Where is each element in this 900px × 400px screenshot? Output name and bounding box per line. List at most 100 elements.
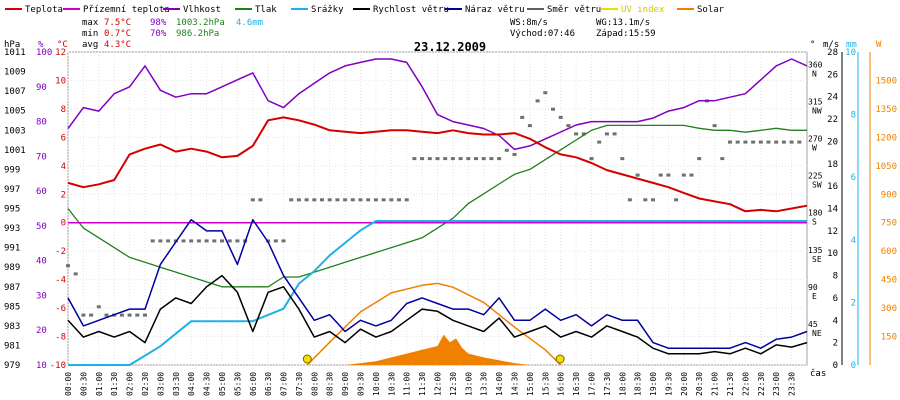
dir-tick-label: 315 — [808, 98, 823, 107]
time-tick-label: 08:00 — [310, 372, 319, 396]
time-tick-label: 03:00 — [156, 372, 165, 396]
wind-direction-point — [566, 124, 571, 128]
dir-tick-label: 180 — [808, 209, 823, 218]
solar-tick-label: 900 — [881, 190, 897, 200]
wind-direction-point — [743, 140, 748, 144]
wind-direction-point — [296, 198, 301, 202]
temp-tick-label: 10 — [55, 76, 66, 86]
wind-direction-point — [697, 157, 702, 161]
solar-tick-label: 1500 — [875, 76, 897, 86]
wind-tick-label: 6 — [833, 294, 838, 304]
hum-tick-label: 50 — [36, 222, 47, 232]
wind-direction-point — [150, 239, 155, 243]
temp-tick-label: 2 — [61, 190, 66, 200]
stats-avg-label: avg — [82, 40, 98, 50]
time-tick-label: 21:00 — [711, 372, 720, 396]
wind-direction-point — [774, 140, 779, 144]
wind-direction-point — [589, 157, 594, 161]
wind-direction-point — [435, 157, 440, 161]
legend-label-wd: Směr větru — [547, 5, 601, 15]
time-tick-label: 16:00 — [557, 372, 566, 396]
press-tick-label: 1011 — [4, 48, 26, 58]
dir-tick-label: 225 — [808, 172, 823, 181]
solar-tick-label: 600 — [881, 247, 897, 257]
hum-tick-label: 100 — [36, 48, 52, 58]
time-tick-label: 15:30 — [541, 372, 550, 396]
wind-tick-label: 12 — [827, 227, 838, 237]
wind-direction-point — [527, 124, 532, 128]
time-tick-label: 02:30 — [141, 372, 150, 396]
rain-tick-label: 2 — [851, 298, 856, 308]
wind-direction-point — [119, 313, 124, 317]
temp-tick-label: 0 — [61, 219, 66, 229]
dir-tick-name: E — [812, 292, 817, 301]
dir-tick-name: S — [812, 218, 817, 227]
wind-direction-point — [350, 198, 355, 202]
time-tick-label: 19:00 — [649, 372, 658, 396]
time-tick-label: 07:30 — [295, 372, 304, 396]
time-tick-label: 06:00 — [249, 372, 258, 396]
time-tick-label: 22:30 — [757, 372, 766, 396]
wind-direction-point — [104, 313, 109, 317]
solar-fill-area — [345, 334, 530, 365]
wind-direction-point — [366, 198, 371, 202]
dir-tick-label: 360 — [808, 60, 823, 69]
stats-min-temp: 0.7°C — [104, 29, 131, 39]
wind-direction-point — [720, 157, 725, 161]
wind-direction-point — [96, 305, 101, 309]
press-tick-label: 989 — [4, 263, 20, 273]
wind-direction-point — [620, 157, 625, 161]
time-tick-label: 04:00 — [187, 372, 196, 396]
stats-avg-temp: 4.3°C — [104, 40, 131, 50]
wind-direction-point — [635, 173, 640, 177]
wind-direction-point — [458, 157, 463, 161]
series-temperature-line — [67, 116, 808, 213]
wind-direction-point — [481, 157, 486, 161]
wind-direction-point — [489, 157, 494, 161]
temp-tick-label: -2 — [55, 247, 66, 257]
time-tick-label: 15:00 — [526, 372, 535, 396]
legend-label-rain: Srážky — [311, 5, 344, 15]
wind-tick-label: 24 — [827, 93, 838, 103]
wind-direction-point — [397, 198, 401, 202]
dir-tick-name: NW — [812, 107, 822, 116]
time-tick-label: 07:00 — [280, 372, 289, 396]
series-rain-line — [68, 220, 807, 366]
time-tick-label: 22:00 — [741, 372, 750, 396]
wind-direction-point — [681, 173, 686, 177]
legend-label-feel: Přízemní teplota — [83, 5, 170, 15]
axes: hPa % °C ° m/s mm W čas 1011100910071005… — [4, 40, 897, 396]
wind-direction-point — [281, 239, 286, 243]
wind-direction-point — [604, 132, 609, 136]
time-tick-label: 01:30 — [110, 372, 119, 396]
stats-max-hum: 98% — [150, 18, 167, 28]
stats-max-label: max — [82, 18, 99, 28]
time-tick-label: 19:30 — [664, 372, 673, 396]
wind-direction-point — [343, 198, 348, 202]
time-tick-label: 00:30 — [79, 372, 88, 396]
x-axis-label: čas — [810, 368, 826, 379]
legend-label-press: Tlak — [255, 5, 277, 15]
wind-direction-point — [651, 198, 655, 202]
rain-tick-label: 4 — [851, 236, 856, 246]
dir-tick-name: SW — [812, 181, 822, 190]
legend-label-uv: UV index — [621, 5, 665, 15]
wind-direction-point — [766, 140, 771, 144]
wind-direction-point — [789, 140, 794, 144]
press-tick-label: 979 — [4, 361, 20, 371]
wind-direction-point — [751, 140, 756, 144]
solar-tick-label: 750 — [881, 219, 897, 229]
wind-tick-label: 18 — [827, 160, 838, 170]
press-tick-label: 995 — [4, 205, 20, 215]
press-tick-label: 1005 — [4, 107, 26, 117]
wind-direction-point — [327, 198, 332, 202]
wind-tick-label: 10 — [827, 249, 838, 259]
time-tick-label: 17:30 — [603, 372, 612, 396]
time-tick-label: 12:00 — [434, 372, 443, 396]
temp-tick-label: -6 — [55, 304, 66, 314]
temp-tick-label: -4 — [55, 276, 66, 286]
wind-direction-point — [135, 313, 140, 317]
hum-tick-label: 90 — [36, 83, 47, 93]
wind-direction-point — [220, 239, 224, 243]
